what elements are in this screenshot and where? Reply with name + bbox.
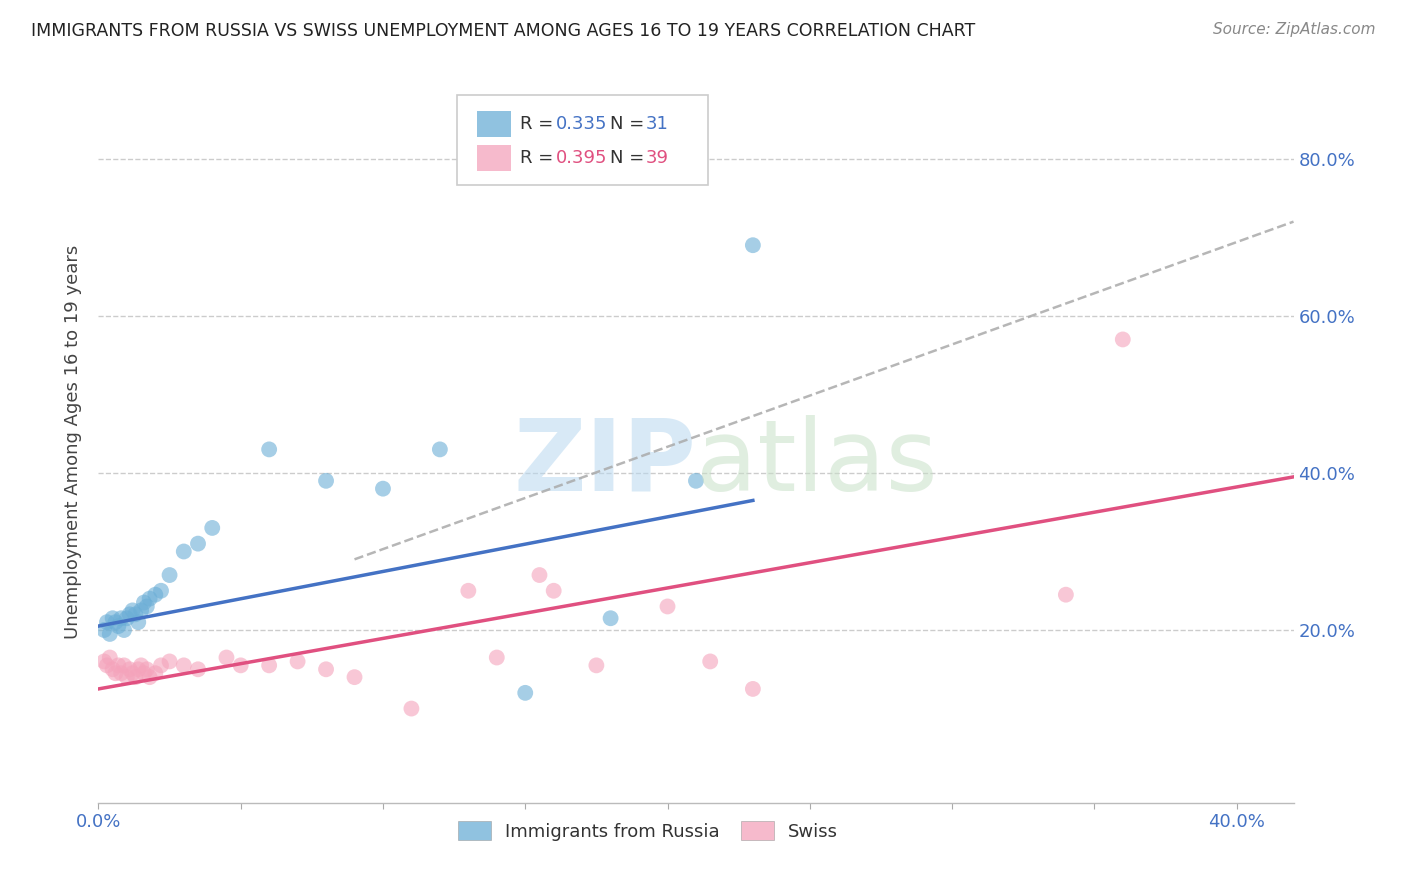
Point [138,670,160,684]
Text: IMMIGRANTS FROM RUSSIA VS SWISS UNEMPLOYMENT AMONG AGES 16 TO 19 YEARS CORRELATI: IMMIGRANTS FROM RUSSIA VS SWISS UNEMPLOY… [31,22,976,40]
Point [287,655,309,669]
Point [93,623,115,637]
Point [101,662,124,676]
Text: 0.335: 0.335 [557,115,607,133]
Point [112,623,135,637]
Text: R =: R = [520,149,560,167]
Point [173,544,195,558]
Point [112,658,135,673]
Point [150,583,173,598]
Point [110,611,132,625]
Text: ZIP: ZIP [513,415,696,512]
Point [173,658,195,673]
Point [401,701,423,715]
Point [315,662,337,676]
Point [132,595,155,609]
Point [429,442,451,457]
Point [699,655,721,669]
Point [585,658,607,673]
Text: 39: 39 [645,149,669,167]
Point [1112,333,1135,347]
Point [107,658,129,673]
Text: 0.395: 0.395 [557,149,607,167]
Text: Source: ZipAtlas.com: Source: ZipAtlas.com [1212,22,1375,37]
Point [343,670,366,684]
Point [118,662,141,676]
Point [257,442,280,457]
Point [121,603,143,617]
Point [127,662,149,676]
Point [159,655,181,669]
Point [98,650,121,665]
Y-axis label: Unemployment Among Ages 16 to 19 years: Unemployment Among Ages 16 to 19 years [63,244,82,639]
Point [159,568,181,582]
Point [529,568,551,582]
Point [104,615,127,630]
Point [741,681,763,696]
Point [315,474,337,488]
Point [115,611,138,625]
Point [132,666,155,681]
Point [257,658,280,673]
Point [93,655,115,669]
Legend: Immigrants from Russia, Swiss: Immigrants from Russia, Swiss [451,814,845,848]
Text: N =: N = [610,115,650,133]
Point [515,686,537,700]
Point [96,658,118,673]
Point [229,658,252,673]
Point [138,591,160,606]
Point [96,615,118,630]
Point [485,650,508,665]
Text: R =: R = [520,115,560,133]
Point [98,627,121,641]
Point [150,658,173,673]
Point [599,611,621,625]
Bar [477,145,510,170]
Point [118,607,141,622]
Point [104,666,127,681]
Point [129,658,152,673]
Point [121,666,143,681]
Text: atlas: atlas [696,415,938,512]
Bar [477,111,510,136]
Point [371,482,394,496]
Point [685,474,707,488]
Point [187,662,209,676]
Point [110,666,132,681]
Point [135,599,157,614]
Point [1054,588,1077,602]
Point [657,599,679,614]
Point [135,662,157,676]
Point [143,588,166,602]
Point [115,670,138,684]
FancyBboxPatch shape [457,95,709,185]
Point [129,603,152,617]
Point [124,670,146,684]
Point [187,536,209,550]
Point [143,666,166,681]
Point [543,583,565,598]
Point [215,650,238,665]
Point [124,607,146,622]
Point [741,238,763,252]
Point [101,611,124,625]
Text: 31: 31 [645,115,669,133]
Point [457,583,479,598]
Point [107,619,129,633]
Point [127,615,149,630]
Point [201,521,224,535]
Text: N =: N = [610,149,650,167]
